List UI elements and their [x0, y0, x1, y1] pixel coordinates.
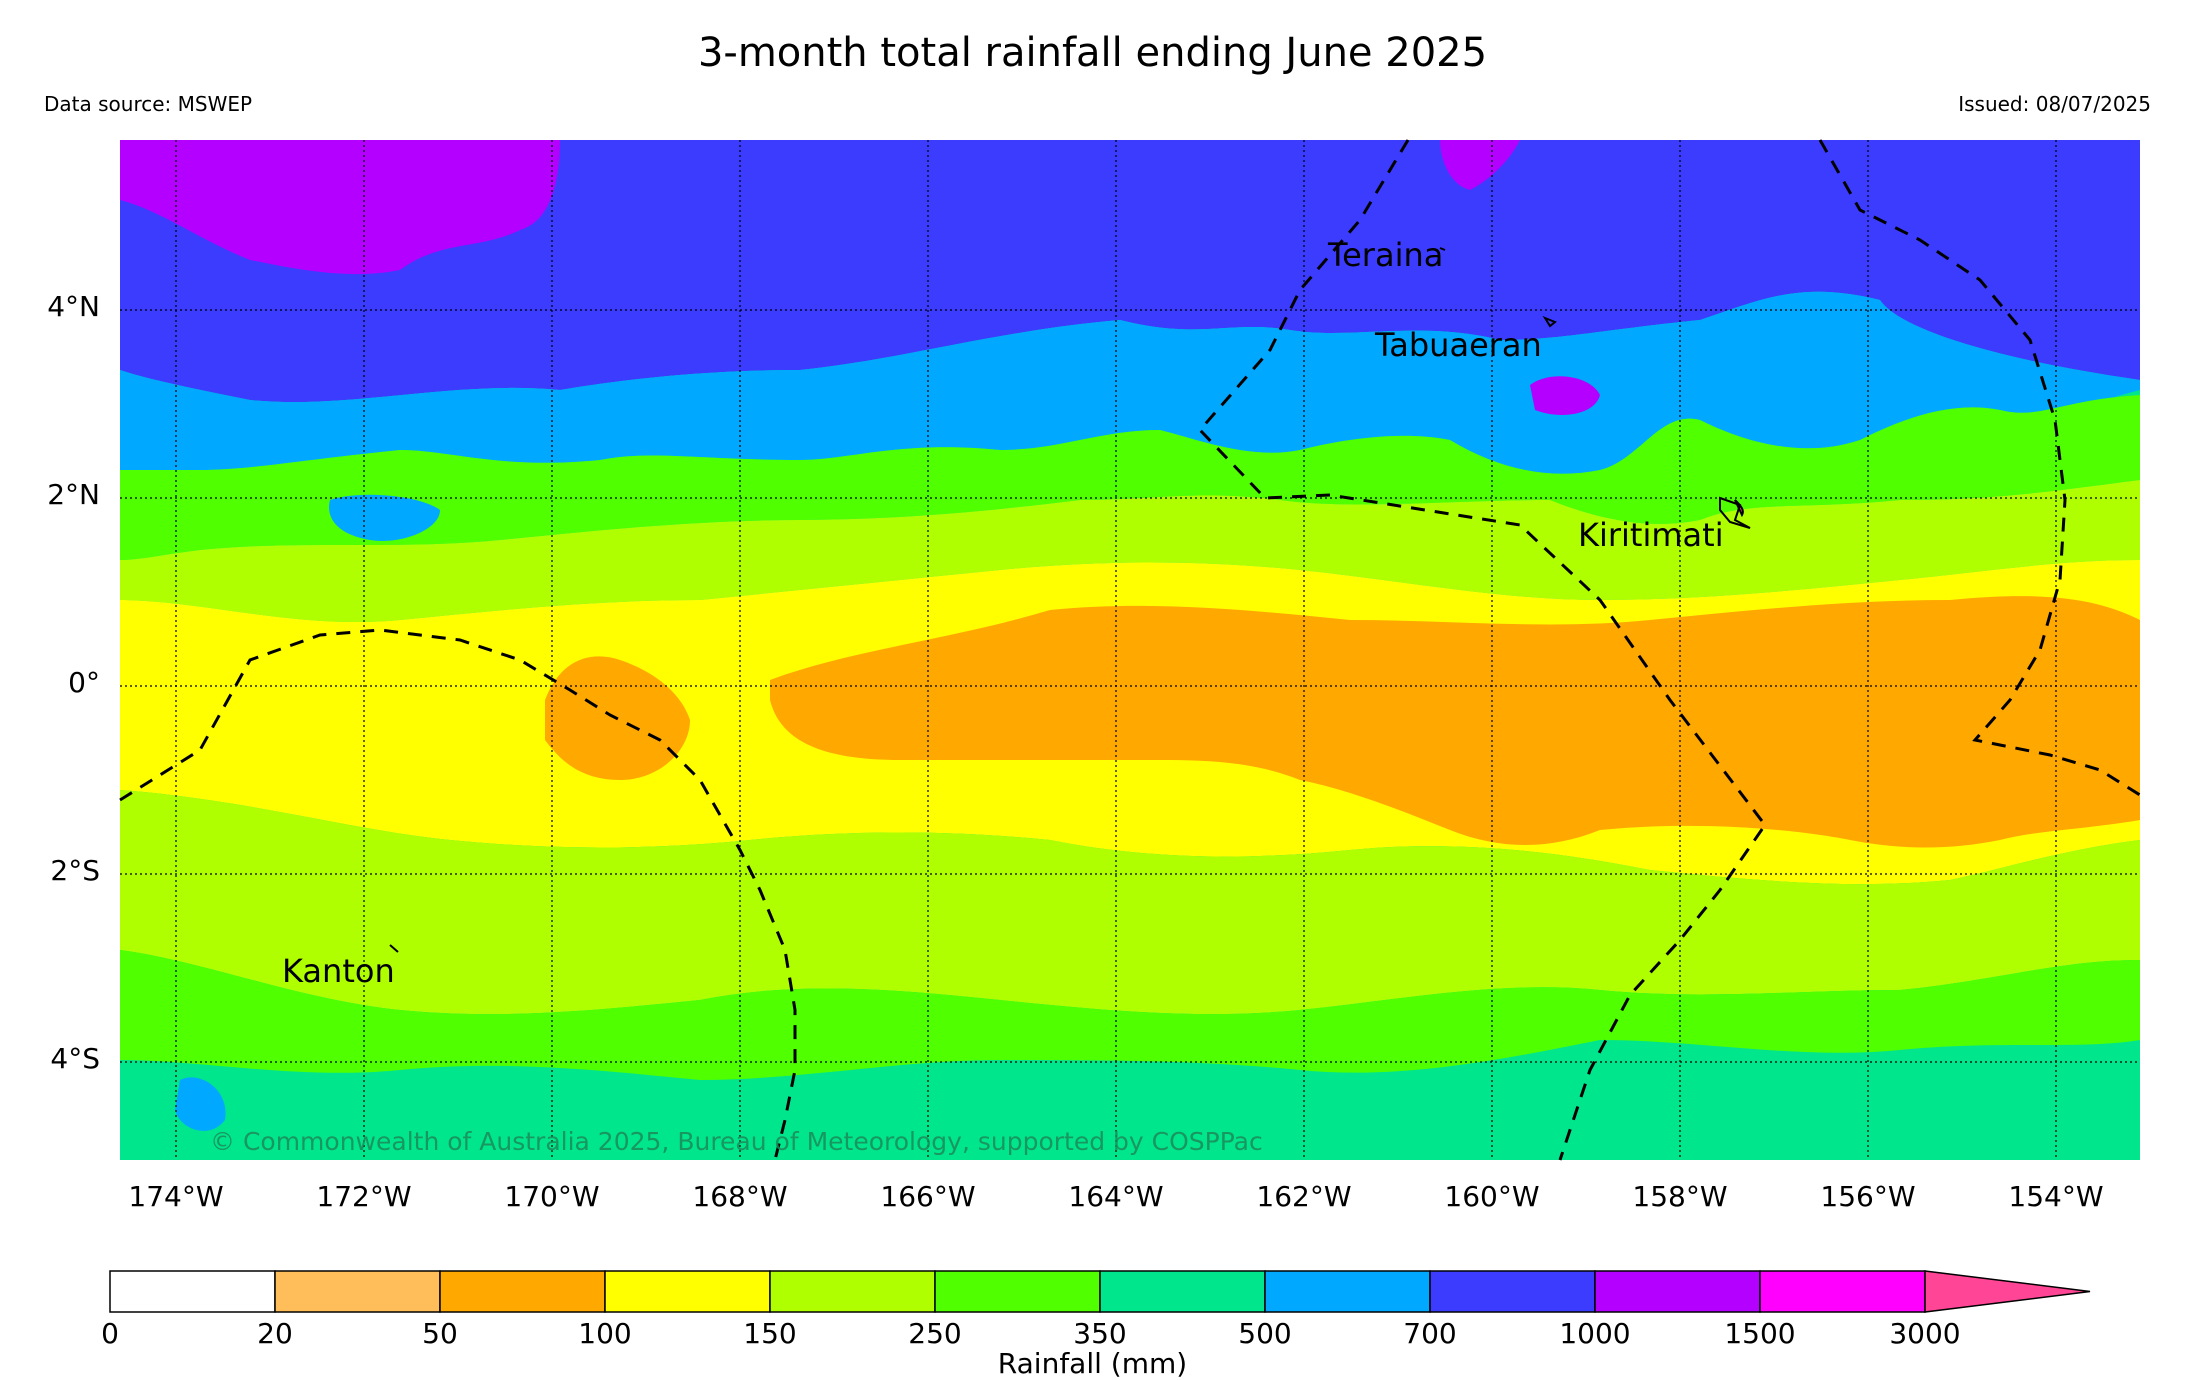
lon-label-164w: 164°W [1068, 1180, 1164, 1213]
colorbar-tick-label: 3000 [1889, 1317, 1961, 1350]
colorbar-segment [604, 1270, 771, 1313]
colorbar [109, 1270, 2091, 1313]
lat-label-0: 0° [68, 666, 100, 699]
colorbar-segment [439, 1270, 606, 1313]
colorbar-title: Rainfall (mm) [997, 1347, 1188, 1380]
colorbar-tick-label: 0 [101, 1317, 119, 1350]
colorbar-tick-label: 20 [257, 1317, 293, 1350]
map-title: 3-month total rainfall ending June 2025 [697, 30, 1488, 76]
colorbar-tick-label: 1000 [1559, 1317, 1631, 1350]
lat-label-4n: 4°N [47, 290, 100, 323]
copyright-notice: © Commonwealth of Australia 2025, Bureau… [210, 1127, 1263, 1156]
colorbar-segment [1759, 1270, 1926, 1313]
lon-label-174w: 174°W [128, 1180, 224, 1213]
lat-label-4s: 4°S [50, 1042, 100, 1075]
place-label-teraina: Teraina [1328, 236, 1444, 274]
colorbar-segment [769, 1270, 936, 1313]
lon-label-158w: 158°W [1632, 1180, 1728, 1213]
place-label-tabuaeran: Tabuaeran [1375, 326, 1542, 364]
graticule [120, 140, 2140, 1160]
place-label-kanton: Kanton [282, 952, 395, 990]
place-label-kiritimati: Kiritimati [1578, 516, 1724, 554]
lat-label-2s: 2°S [50, 854, 100, 887]
colorbar-segment [1099, 1270, 1266, 1313]
data-source: Data source: MSWEP [44, 92, 253, 116]
colorbar-tick-label: 150 [743, 1317, 797, 1350]
lon-label-172w: 172°W [316, 1180, 412, 1213]
colorbar-tick-label: 700 [1403, 1317, 1457, 1350]
issued-date: Issued: 08/07/2025 [1958, 92, 2151, 116]
colorbar-segment [1429, 1270, 1596, 1313]
eez-boundaries [119, 139, 2141, 1161]
colorbar-tick-label: 50 [422, 1317, 458, 1350]
lon-label-168w: 168°W [692, 1180, 788, 1213]
lon-label-166w: 166°W [880, 1180, 976, 1213]
lon-label-156w: 156°W [1820, 1180, 1916, 1213]
lat-label-2n: 2°N [47, 478, 100, 511]
colorbar-tick-label: 1500 [1724, 1317, 1796, 1350]
colorbar-extend-arrow [1924, 1270, 2091, 1313]
colorbar-tick-label: 500 [1238, 1317, 1292, 1350]
colorbar-segment [1594, 1270, 1761, 1313]
colorbar-segment [274, 1270, 441, 1313]
colorbar-segment [109, 1270, 276, 1313]
lon-label-162w: 162°W [1256, 1180, 1352, 1213]
colorbar-tick-label: 350 [1073, 1317, 1127, 1350]
colorbar-tick-label: 100 [578, 1317, 632, 1350]
rainfall-field [120, 140, 2140, 1160]
colorbar-segment [934, 1270, 1101, 1313]
colorbar-tick-label: 250 [908, 1317, 962, 1350]
lon-label-154w: 154°W [2008, 1180, 2104, 1213]
island-outlines [389, 247, 1751, 953]
lon-label-160w: 160°W [1444, 1180, 1540, 1213]
lon-label-170w: 170°W [504, 1180, 600, 1213]
colorbar-segment [1264, 1270, 1431, 1313]
